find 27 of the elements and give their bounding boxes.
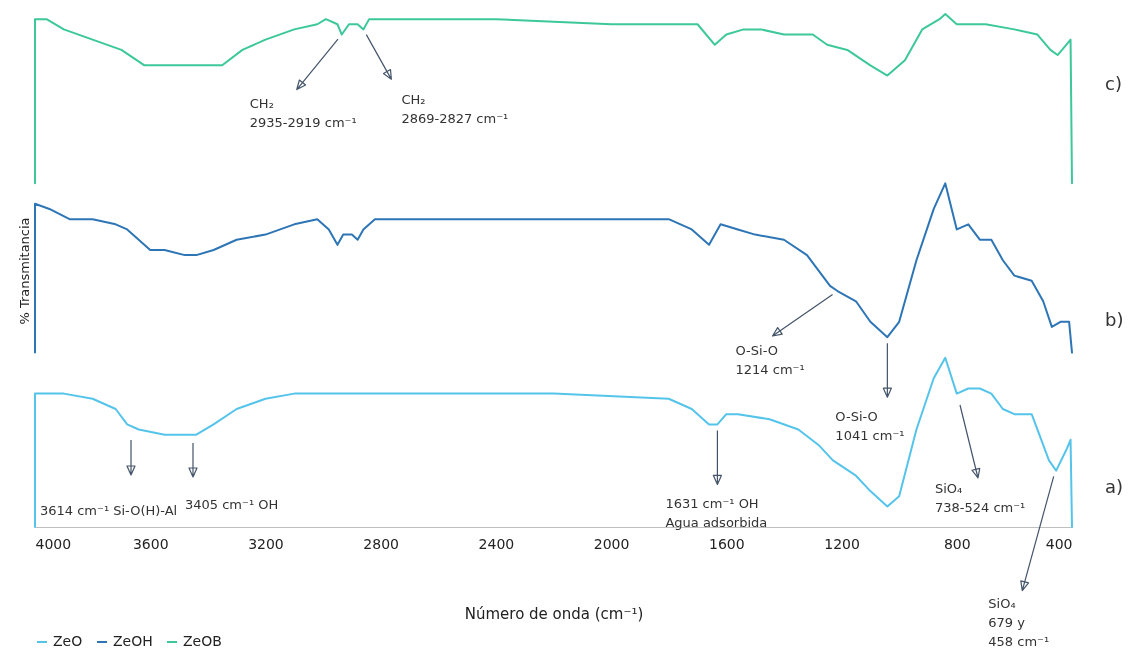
annotation: O-Si-O 1214 cm⁻¹ (735, 343, 805, 378)
annotation: c) (1105, 72, 1122, 94)
annotation: a) (1105, 476, 1124, 498)
legend-label: ZeOB (183, 633, 222, 649)
annotation: 1631 cm⁻¹ OH Agua adsorbida (665, 496, 768, 531)
annotation: 3614 cm⁻¹ Si-O(H)-Al (40, 503, 178, 518)
annotation: O-Si-O 1041 cm⁻¹ (835, 409, 905, 444)
x-axis-title: Número de onda (cm⁻¹) (464, 604, 644, 623)
x-tick-label: 1200 (824, 535, 860, 552)
annotation: b) (1105, 308, 1124, 330)
annotation: SiO₄ 679 y 458 cm⁻¹ (988, 595, 1050, 649)
y-axis-title: % Transmitancia (16, 217, 32, 325)
x-tick-label: 2800 (363, 535, 399, 552)
x-tick-label: 3200 (248, 535, 284, 552)
x-tick-label: 400 (1045, 535, 1073, 552)
x-tick-label: 1600 (709, 535, 745, 552)
annotation: CH₂ 2869-2827 cm⁻¹ (401, 92, 509, 127)
annotation: 3405 cm⁻¹ OH (185, 497, 279, 512)
x-tick-label: 800 (943, 535, 971, 552)
annotation: SiO₄ 738-524 cm⁻¹ (935, 481, 1026, 515)
x-tick-label: 3600 (132, 535, 169, 552)
x-tick-label: 2400 (478, 535, 515, 552)
annotation: CH₂ 2935-2919 cm⁻¹ (249, 95, 357, 130)
legend-label: ZeOH (113, 633, 153, 649)
legend-label: ZeO (53, 633, 83, 649)
x-tick-label: 2000 (593, 535, 630, 552)
x-tick-label: 4000 (35, 535, 72, 552)
